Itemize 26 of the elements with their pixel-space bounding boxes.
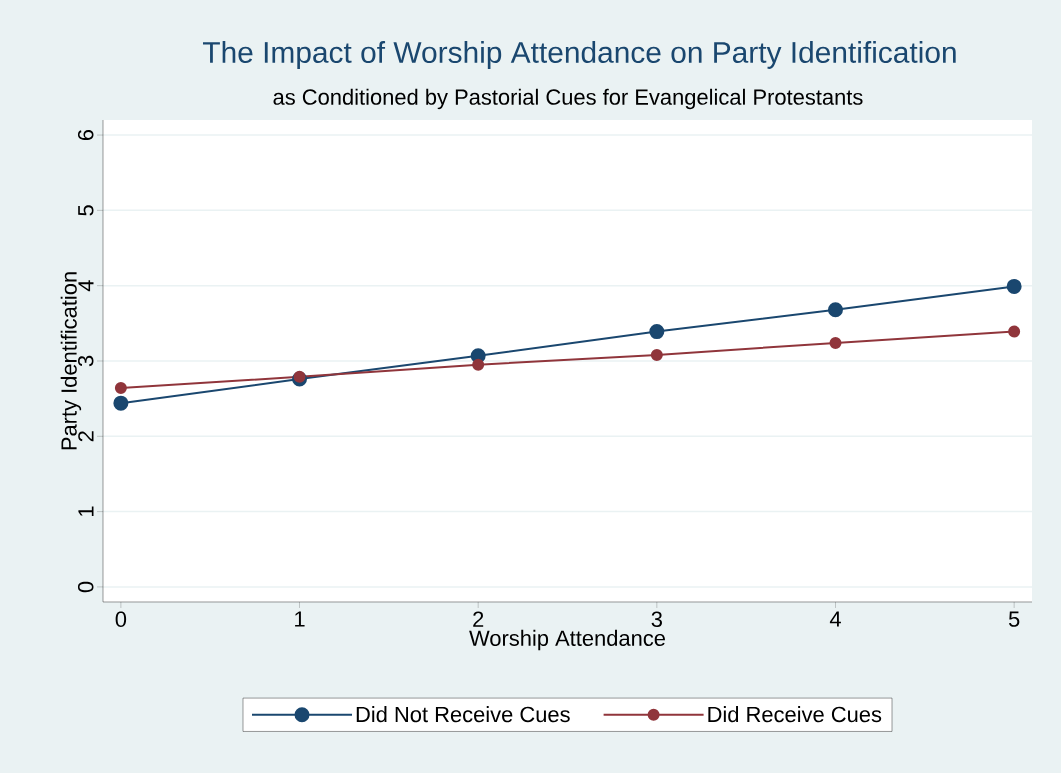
- point: [829, 336, 842, 349]
- y-tick-label: 0: [77, 581, 94, 593]
- chart-subtitle: as Conditioned by Pastorial Cues for Evangelical Protestants: [273, 88, 863, 110]
- legend-label: Did Not Receive Cues: [356, 706, 570, 723]
- y-tick-label: 6: [77, 129, 94, 141]
- x-tick-label: 5: [1008, 611, 1020, 627]
- x-tick-label: 3: [651, 611, 662, 628]
- point: [650, 348, 663, 361]
- point: [114, 382, 127, 395]
- y-tick-label: 4: [78, 280, 94, 292]
- x-tick-label: 0: [115, 611, 127, 628]
- chart-title: The Impact of Worship Attendance on Party Identification: [203, 41, 956, 69]
- y-tick-label: 1: [78, 506, 94, 517]
- point: [293, 370, 306, 383]
- x-tick-label: 2: [473, 611, 484, 627]
- x-axis-title: Worship Attendance: [469, 629, 665, 651]
- y-tick-label: 5: [78, 205, 94, 216]
- point: [113, 395, 129, 411]
- point: [827, 302, 843, 318]
- point: [1008, 325, 1021, 338]
- x-tick-label: 1: [295, 611, 305, 627]
- point: [1006, 278, 1022, 294]
- point: [472, 358, 485, 371]
- legend-label: Did Receive Cues: [708, 706, 882, 723]
- x-tick-label: 4: [829, 611, 841, 627]
- point: [649, 324, 665, 340]
